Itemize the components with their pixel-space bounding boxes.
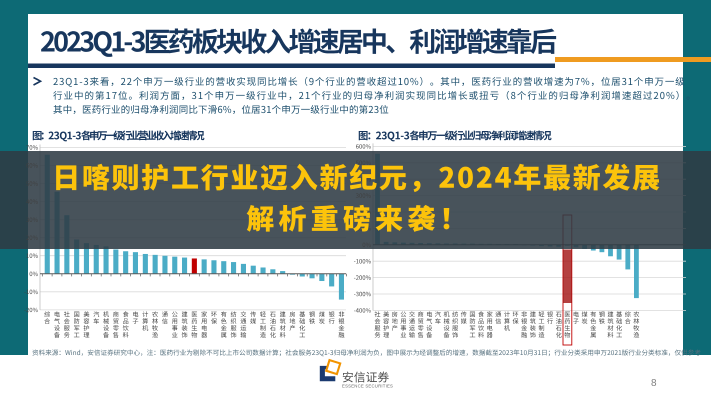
svg-text:ESSENCE SECURITIES: ESSENCE SECURITIES bbox=[342, 384, 393, 389]
svg-text:8: 8 bbox=[651, 378, 657, 389]
